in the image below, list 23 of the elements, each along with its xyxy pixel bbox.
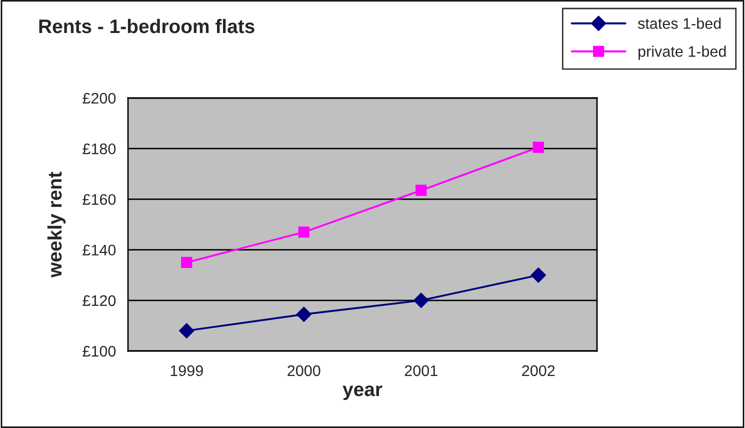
- y-tick-label: £140: [82, 244, 116, 256]
- legend-label: private 1-bed: [638, 46, 726, 60]
- x-axis-title: year: [342, 386, 382, 400]
- point: [532, 142, 544, 153]
- y-tick-label: £200: [82, 92, 116, 104]
- x-tick-label: 1999: [170, 365, 203, 376]
- point: [416, 184, 427, 196]
- x-tick-label: 2000: [288, 365, 320, 376]
- x-tick-label: 2001: [404, 365, 438, 376]
- x-tick-label: 2002: [522, 365, 555, 376]
- point: [179, 323, 194, 338]
- chart-title: Rents - 1-bedroom flats: [39, 18, 254, 34]
- point: [414, 292, 429, 308]
- point: [530, 268, 546, 283]
- point: [296, 306, 312, 322]
- y-tick-label: £180: [82, 143, 116, 154]
- y-tick-label: £100: [82, 346, 116, 357]
- y-tick-label: £160: [82, 194, 116, 205]
- y-tick-label: £120: [82, 295, 116, 306]
- point: [298, 226, 310, 238]
- legend-label: states 1-bed: [638, 18, 721, 29]
- point: [181, 256, 192, 268]
- y-axis-title: weekly rent: [47, 172, 66, 278]
